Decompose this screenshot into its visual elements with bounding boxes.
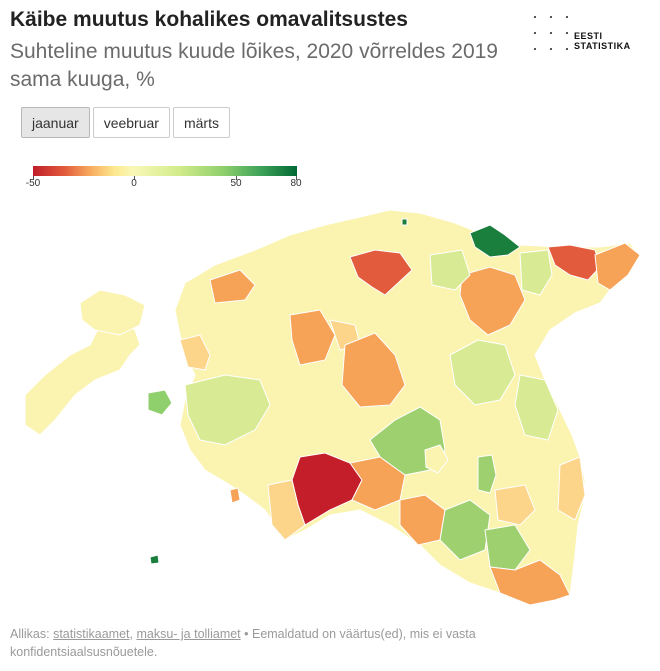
municipality[interactable] <box>179 334 211 371</box>
legend-tick <box>296 176 297 180</box>
municipality[interactable] <box>557 456 586 521</box>
municipality[interactable] <box>547 244 601 281</box>
municipality[interactable] <box>449 339 516 406</box>
muhu-island[interactable] <box>147 389 173 416</box>
link-maksu-ja-tolliamet[interactable]: maksu- ja tolliamet <box>136 627 241 641</box>
municipality[interactable] <box>209 269 256 304</box>
legend-tick-label: -50 <box>25 178 41 189</box>
link-statistikaamet[interactable]: statistikaamet <box>53 627 130 641</box>
legend-tick-label: 0 <box>131 178 137 189</box>
source-footer: Allikas: statistikaamet, maksu- ja tolli… <box>10 627 476 659</box>
municipality[interactable] <box>349 249 413 296</box>
municipality[interactable] <box>494 484 536 526</box>
legend-tick-label: 80 <box>290 178 302 189</box>
municipality[interactable] <box>519 249 553 296</box>
municipality[interactable] <box>594 242 641 291</box>
municipality[interactable] <box>349 456 406 511</box>
municipality[interactable] <box>477 454 497 494</box>
municipality[interactable] <box>489 559 571 606</box>
municipality[interactable] <box>267 479 306 541</box>
legend-tick <box>236 176 237 180</box>
logo-dots-icon <box>534 14 574 54</box>
municipality[interactable] <box>439 499 491 561</box>
color-legend: -50 0 50 80 <box>26 166 302 189</box>
municipality[interactable] <box>289 309 336 366</box>
hiiumaa-island[interactable] <box>79 289 146 336</box>
tab-veebruar[interactable]: veebruar <box>92 107 170 138</box>
municipality[interactable] <box>429 249 471 291</box>
kihnu-island[interactable] <box>229 487 241 504</box>
legend-gradient-bar <box>33 166 297 176</box>
chart-subtitle: Suhteline muutus kuude lõikes, 2020 võrr… <box>10 40 498 91</box>
municipality[interactable] <box>514 374 559 441</box>
saaremaa-island[interactable] <box>24 319 141 436</box>
municipality[interactable] <box>459 266 526 336</box>
statistics-estonia-logo: EESTI STATISTIKA <box>534 14 644 54</box>
estonia-municipality-map <box>24 209 641 606</box>
municipality[interactable] <box>341 332 406 408</box>
chart-title: Käibe muutus kohalikes omavalitsustes <box>10 8 408 31</box>
municipality[interactable] <box>469 224 521 258</box>
legend-tick <box>134 176 135 180</box>
municipality[interactable] <box>401 218 408 226</box>
tab-marts[interactable]: märts <box>172 107 230 138</box>
month-tabs: jaanuar veebruar märts <box>21 107 230 138</box>
legend-tick <box>33 176 34 180</box>
ruhnu-island[interactable] <box>149 554 160 565</box>
tab-jaanuar[interactable]: jaanuar <box>21 107 90 138</box>
municipality[interactable] <box>484 524 531 571</box>
legend-tick-label: 50 <box>230 178 242 189</box>
municipality[interactable] <box>184 374 271 446</box>
municipality[interactable] <box>424 444 449 474</box>
logo-wordmark: EESTI STATISTIKA <box>574 31 631 51</box>
